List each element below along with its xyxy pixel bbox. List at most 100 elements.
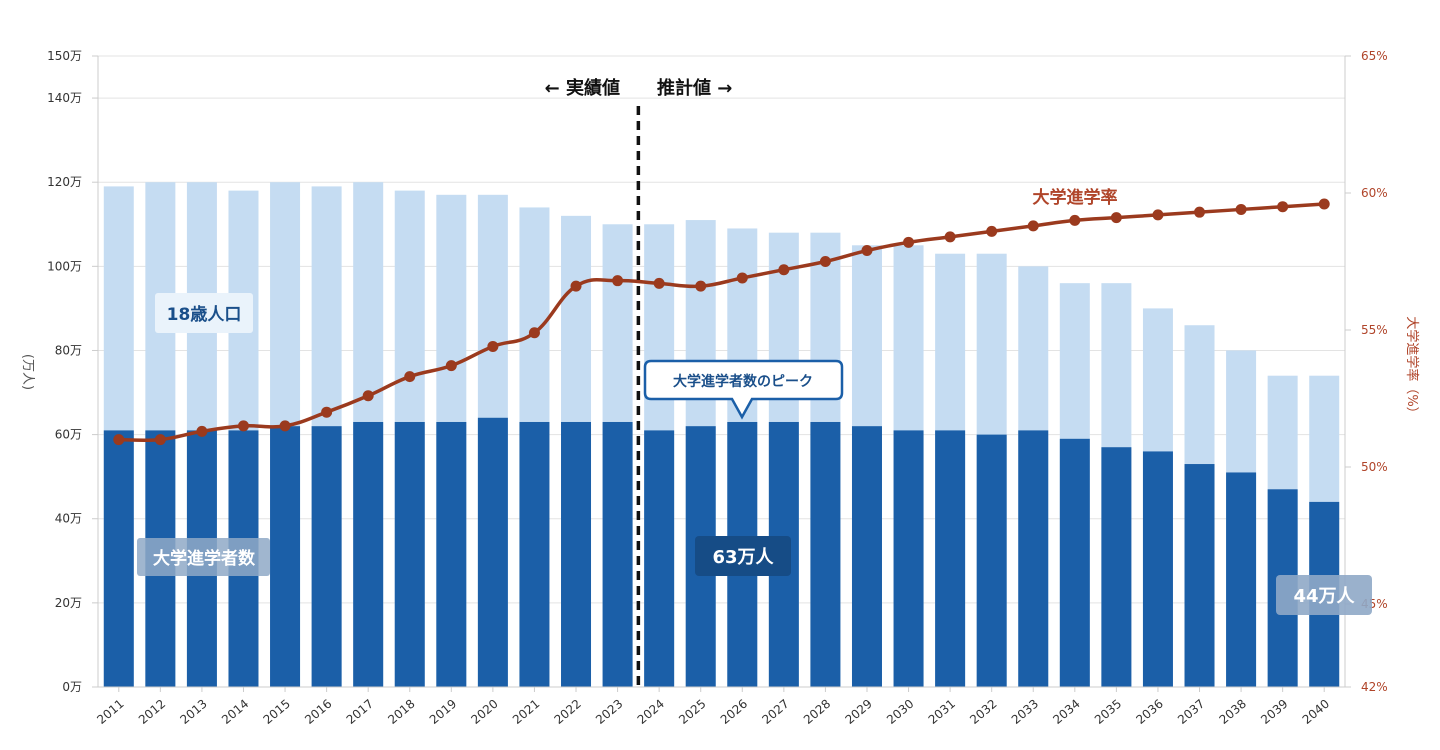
rate-point [487, 340, 499, 352]
rate-point [944, 231, 956, 243]
right-tick-label: 60% [1361, 186, 1388, 200]
advancers-bar [103, 430, 134, 687]
x-tick-label: 2023 [593, 697, 625, 727]
rate-point [362, 390, 374, 402]
left-tick-label: 150万 [47, 49, 82, 63]
rate-point [1277, 201, 1289, 213]
rate-point [113, 434, 125, 446]
left-tick-label: 80万 [55, 343, 82, 357]
x-tick-label: 2030 [884, 697, 916, 727]
x-tick-label: 2040 [1300, 697, 1332, 727]
x-tick-label: 2031 [926, 697, 958, 727]
advancers-bar [561, 421, 592, 687]
left-tick-label: 40万 [55, 512, 82, 526]
left-tick-label: 60万 [55, 428, 82, 442]
x-tick-label: 2029 [843, 697, 875, 727]
x-tick-label: 2014 [219, 697, 251, 727]
rate-point [1318, 198, 1330, 210]
rate-point [695, 280, 707, 292]
x-tick-label: 2022 [552, 697, 584, 727]
advancers-bar [270, 426, 301, 687]
rate-point [1194, 206, 1206, 218]
advancers-label-bg [137, 538, 270, 576]
end-value-label: 44万人 [1293, 586, 1355, 607]
rate-point [279, 420, 291, 432]
rate-point [237, 420, 249, 432]
x-tick-label: 2026 [718, 697, 750, 727]
end-value-bg [1276, 575, 1372, 615]
rate-point [612, 275, 624, 287]
population-label: 18歳人口 [167, 304, 242, 325]
rate-point [404, 371, 416, 383]
x-tick-label: 2015 [261, 697, 293, 727]
x-tick-label: 2017 [344, 697, 376, 727]
left-tick-label: 20万 [55, 596, 82, 610]
rate-point [986, 225, 998, 237]
advancers-bar [1184, 464, 1215, 687]
advancers-label: 大学進学者数 [153, 548, 256, 569]
rate-point [154, 434, 166, 446]
advancers-bar [477, 417, 508, 687]
x-tick-label: 2039 [1258, 697, 1290, 727]
x-tick-label: 2016 [302, 697, 334, 727]
peak-callout-text: 大学進学者数のピーク [673, 373, 813, 390]
x-tick-label: 2018 [385, 697, 417, 727]
x-tick-label: 2012 [136, 697, 168, 727]
advancers-bar [1059, 438, 1090, 687]
left-tick-label: 120万 [47, 175, 82, 189]
advancers-bar [311, 426, 342, 687]
rate-point [1069, 214, 1081, 226]
advancers-bar [1142, 451, 1173, 687]
x-tick-label: 2028 [801, 697, 833, 727]
rate-point [1110, 212, 1122, 224]
rate-point [778, 264, 790, 276]
rate-point [570, 280, 582, 292]
left-tick-label: 0万 [62, 680, 82, 694]
chart-annotations: ← 実績値 推計値 → 大学進学率 18歳人口 大学進学者数 大学進学者数のピー… [137, 77, 1372, 615]
x-tick-label: 2037 [1175, 697, 1207, 727]
peak-value-label: 63万人 [712, 547, 774, 568]
x-tick-label: 2027 [759, 697, 791, 727]
right-tick-label: 42% [1361, 680, 1388, 694]
right-tick-label: 50% [1361, 460, 1388, 474]
x-tick-label: 2038 [1217, 697, 1249, 727]
population-label-bg [155, 293, 253, 333]
x-tick-label: 2025 [676, 697, 708, 727]
left-tick-label: 100万 [47, 259, 82, 273]
advancers-bar [893, 430, 924, 687]
advancers-bar [394, 421, 425, 687]
advancers-bar [519, 421, 550, 687]
rate-point [736, 272, 748, 284]
forecast-label: 推計値 → [657, 77, 732, 99]
advancers-bar [810, 421, 841, 687]
advancers-bar [1101, 447, 1132, 687]
x-tick-label: 2024 [635, 697, 667, 727]
rate-point [903, 236, 915, 248]
peak-value-bg [695, 536, 791, 576]
rate-point [196, 425, 208, 437]
x-tick-label: 2021 [510, 697, 542, 727]
x-tick-label: 2035 [1092, 697, 1124, 727]
rate-point [819, 256, 831, 267]
advancers-bar [602, 421, 633, 687]
x-tick-label: 2011 [94, 697, 126, 727]
actual-label: ← 実績値 [545, 77, 620, 99]
x-tick-label: 2033 [1009, 697, 1041, 727]
left-axis-title: (万人) [20, 354, 35, 390]
x-tick-label: 2013 [177, 697, 209, 727]
left-tick-label: 140万 [47, 91, 82, 105]
right-axis-title: 大学進学率（%） [1404, 316, 1420, 419]
rate-point [861, 245, 873, 257]
gridlines [98, 55, 1345, 688]
advancers-bar [436, 421, 467, 687]
rate-point [321, 406, 333, 418]
x-tick-label: 2019 [427, 697, 459, 727]
right-tick-label: 55% [1361, 323, 1388, 337]
rate-point [1152, 209, 1164, 221]
x-tick-label: 2032 [967, 697, 999, 727]
rate-point [528, 327, 540, 339]
advancers-bar [976, 434, 1007, 687]
advancers-bar [935, 430, 966, 687]
rate-series-label: 大学進学率 [1033, 187, 1118, 208]
